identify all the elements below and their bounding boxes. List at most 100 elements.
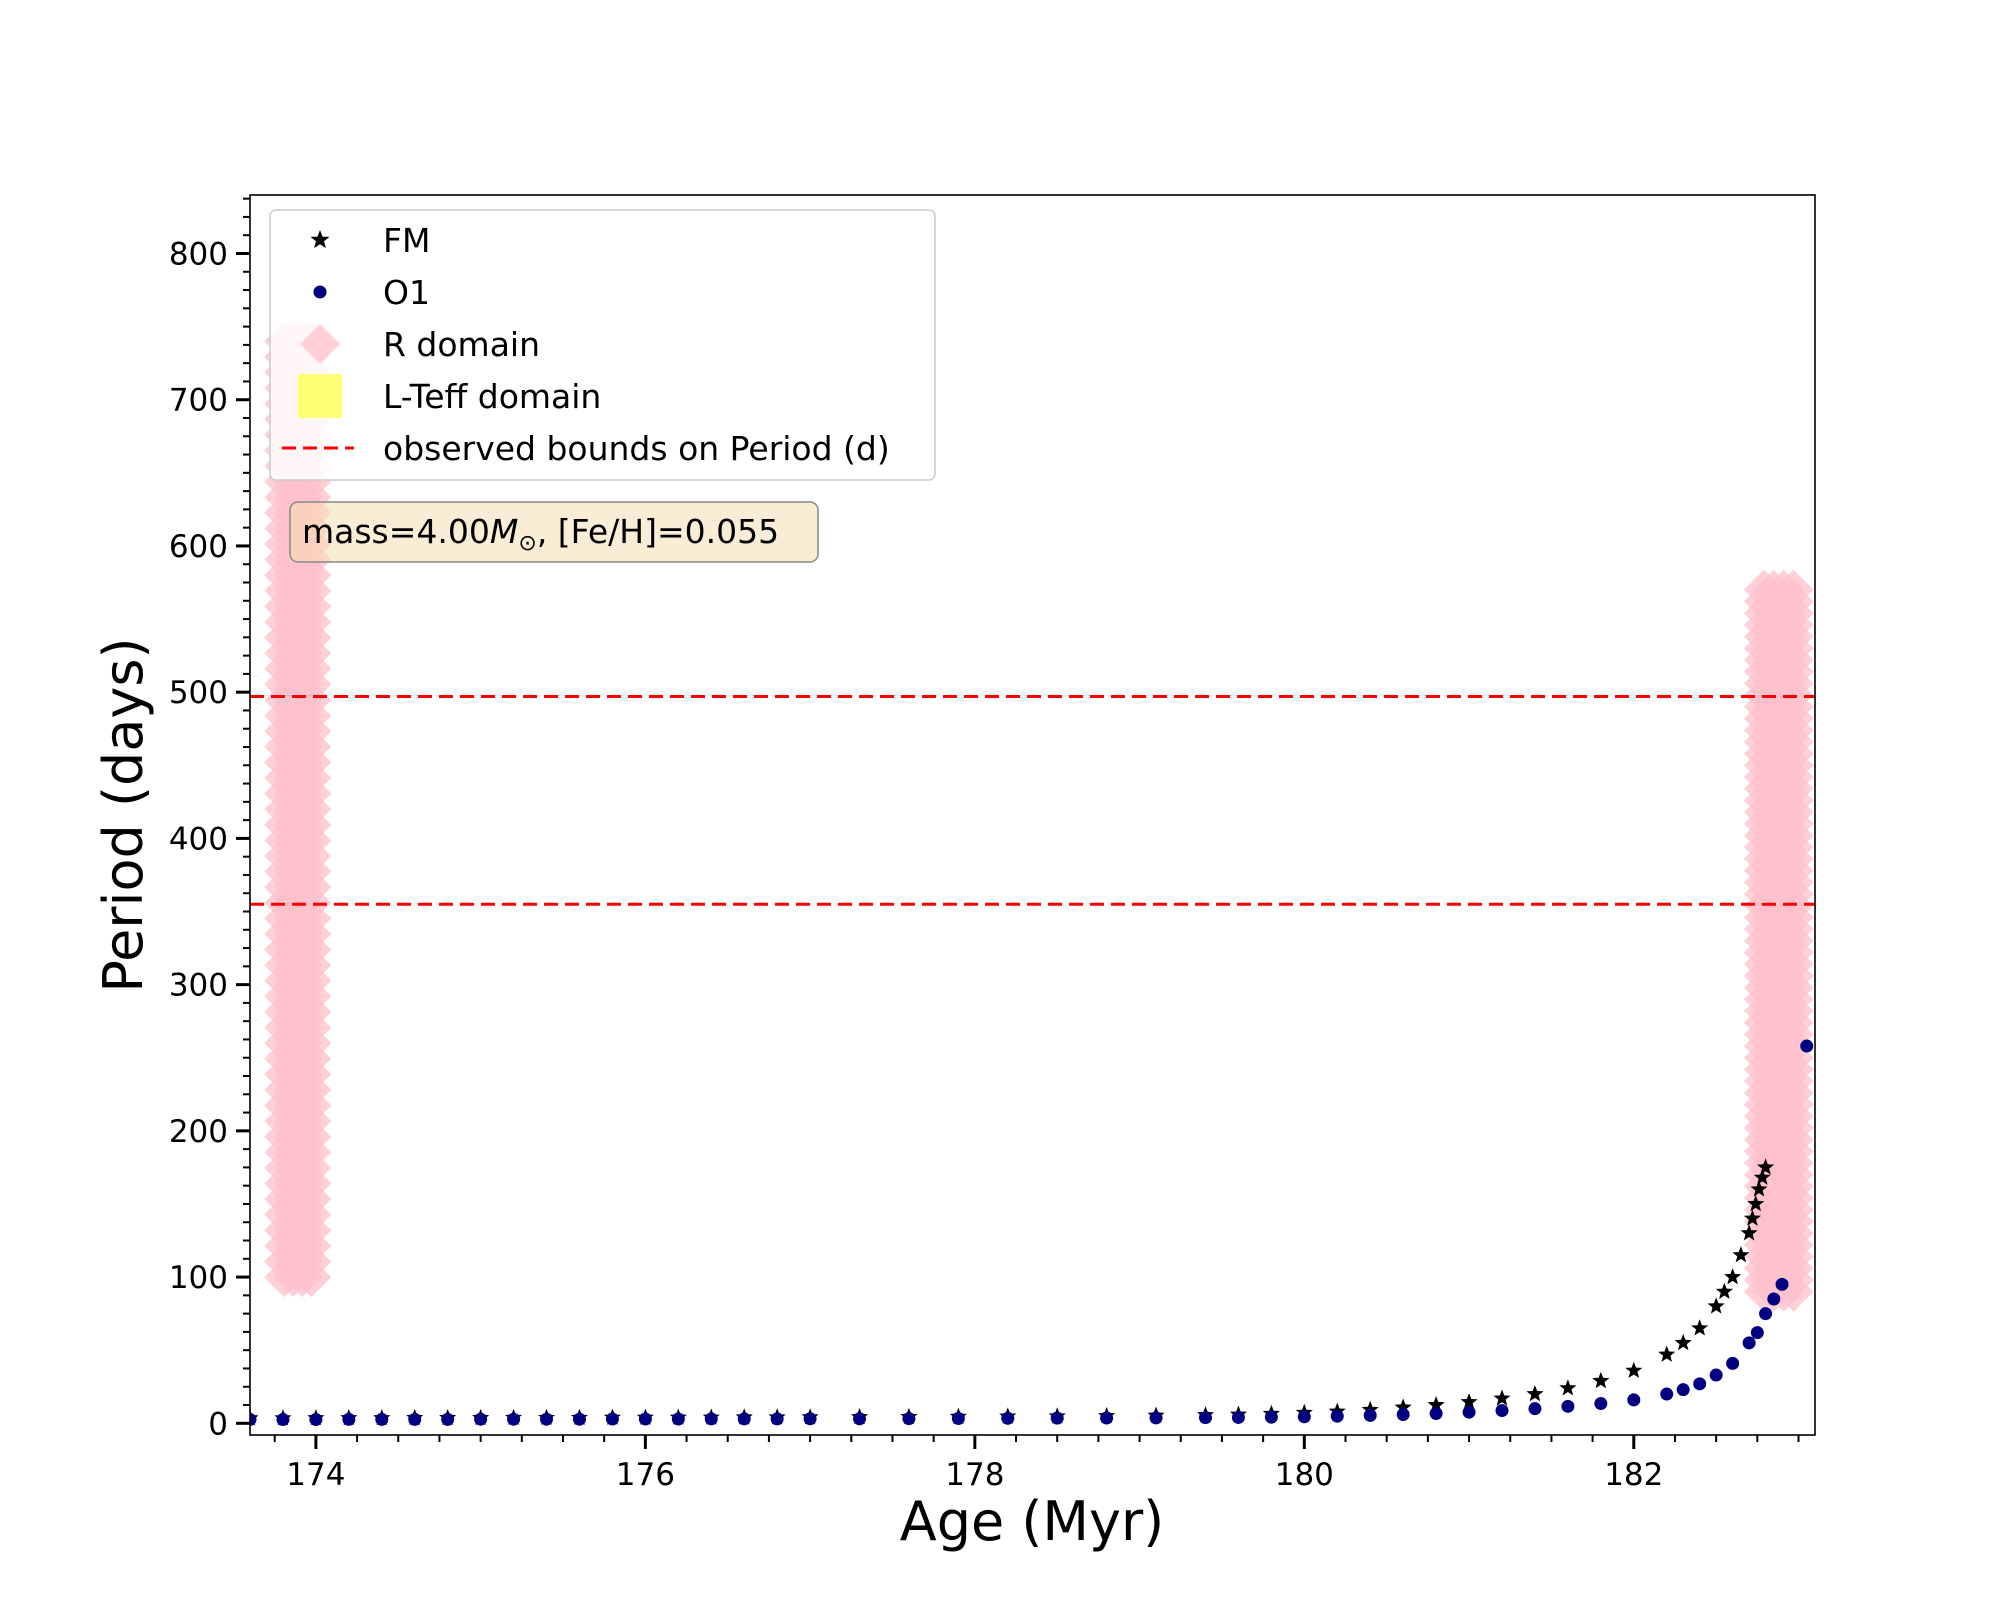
o1-point: [1330, 1409, 1344, 1423]
y-tick-label: 700: [169, 383, 228, 419]
x-tick-label: 176: [616, 1457, 675, 1493]
legend-lteff-marker: [298, 374, 342, 418]
o1-point: [1676, 1383, 1690, 1397]
o1-point: [638, 1412, 652, 1426]
legend: FM O1 R domain L-Teff domain observed bounds…: [269, 209, 936, 481]
y-tick-label: 500: [169, 675, 228, 711]
fm-point: [1743, 1209, 1761, 1226]
o1-point: [1396, 1408, 1410, 1422]
y-axis-title: Period (days): [92, 637, 155, 992]
fm-point: [1526, 1385, 1544, 1402]
o1-point: [1561, 1399, 1575, 1413]
r-domain-point: [1773, 569, 1814, 610]
legend-lteff-label: L-Teff domain: [383, 377, 601, 416]
fm-point: [1460, 1393, 1478, 1410]
plot-frame: [249, 194, 1816, 1436]
info-mass-symbol: M: [490, 512, 518, 551]
o1-point: [1231, 1410, 1245, 1424]
o1-point: [803, 1412, 817, 1426]
o1-point: [1800, 1039, 1814, 1053]
legend-fm-label: FM: [383, 221, 430, 260]
y-tick-label: 300: [169, 968, 228, 1004]
fm-point: [1740, 1224, 1758, 1241]
o1-point: [309, 1413, 323, 1426]
o1-point: [1050, 1411, 1064, 1425]
o1-point: [276, 1413, 290, 1426]
legend-fm-marker: [310, 230, 330, 249]
fm-point: [1559, 1379, 1577, 1396]
legend-r-domain-marker: [300, 324, 340, 364]
fm-point: [1592, 1371, 1610, 1389]
o1-point: [1627, 1393, 1641, 1407]
o1-point: [737, 1412, 751, 1426]
o1-point: [902, 1412, 916, 1426]
o1-point: [1297, 1410, 1311, 1424]
o1-point: [951, 1411, 965, 1425]
fm-point: [1707, 1297, 1725, 1314]
fm-point: [1625, 1361, 1643, 1378]
o1-point: [1149, 1411, 1163, 1425]
fm-point: [1493, 1389, 1511, 1406]
fm-point: [1715, 1282, 1733, 1299]
o1-point: [704, 1412, 718, 1426]
fm-point: [1753, 1168, 1771, 1185]
fm-point: [1732, 1246, 1750, 1263]
o1-point: [1264, 1410, 1278, 1424]
info-suffix: , [Fe/H]=0.055: [537, 512, 779, 551]
o1-point: [1750, 1326, 1764, 1340]
fm-point: [1724, 1268, 1742, 1285]
o1-point: [1001, 1411, 1015, 1425]
x-tick-label: 182: [1604, 1457, 1663, 1493]
x-tick-label: 174: [286, 1457, 345, 1493]
y-tick-label: 200: [169, 1114, 228, 1150]
info-prefix: mass=4.00: [302, 512, 490, 551]
fm-point: [1427, 1396, 1445, 1413]
x-tick-label: 178: [945, 1457, 1004, 1493]
o1-point: [540, 1412, 554, 1426]
r-domain-layer: [264, 321, 1814, 1312]
o1-point: [1198, 1411, 1212, 1425]
o1-point: [671, 1412, 685, 1426]
info-box-text: mass=4.00M⊙, [Fe/H]=0.055: [302, 512, 779, 556]
o1-point: [1742, 1336, 1756, 1350]
o1-point: [770, 1412, 784, 1426]
fm-point: [1394, 1398, 1412, 1415]
o1-series: [250, 1039, 1814, 1426]
o1-point: [1462, 1405, 1476, 1419]
observed-bounds-lines: [250, 695, 1815, 906]
o1-point: [408, 1412, 422, 1426]
y-tick-label: 600: [169, 529, 228, 565]
o1-point: [250, 1413, 257, 1426]
o1-point: [507, 1412, 521, 1426]
o1-point: [1429, 1407, 1443, 1421]
fm-point: [1691, 1319, 1709, 1336]
fm-point: [1750, 1180, 1768, 1197]
info-box-background: [289, 501, 819, 563]
o1-point: [572, 1412, 586, 1426]
o1-point: [342, 1412, 356, 1426]
o1-point: [1594, 1397, 1608, 1411]
o1-point: [853, 1412, 867, 1426]
x-tick-label: 180: [1275, 1457, 1334, 1493]
fm-point: [1658, 1345, 1676, 1362]
o1-point: [1775, 1277, 1789, 1291]
o1-point: [1693, 1377, 1707, 1391]
y-tick-label: 800: [169, 236, 228, 272]
o1-point: [1363, 1408, 1377, 1422]
y-tick-label: 400: [169, 821, 228, 857]
y-axis: 0 100 200 300 400 500 600 700 800: [169, 197, 250, 1442]
legend-o1-marker: [313, 285, 327, 299]
legend-box: [269, 209, 936, 481]
legend-o1-label: O1: [383, 273, 430, 312]
o1-point: [1100, 1411, 1114, 1425]
o1-point: [1759, 1307, 1773, 1321]
y-tick-label: 0: [208, 1406, 228, 1442]
o1-point: [1528, 1402, 1542, 1416]
fm-point: [1757, 1158, 1775, 1175]
o1-point: [1660, 1387, 1674, 1401]
o1-point: [441, 1412, 455, 1426]
info-box: mass=4.00M⊙, [Fe/H]=0.055: [289, 501, 819, 563]
y-tick-label: 100: [169, 1260, 228, 1296]
legend-r-domain-label: R domain: [383, 325, 540, 364]
